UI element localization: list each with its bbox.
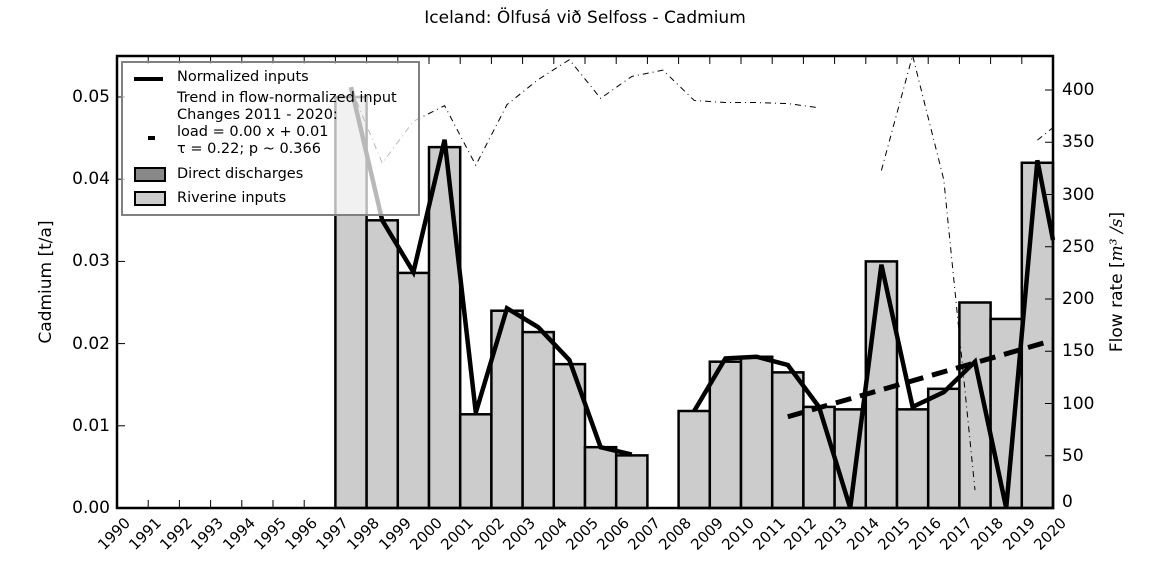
trend-dashed-line [787, 337, 1054, 420]
right-tick-label: 250 [1062, 236, 1095, 257]
right-tick-label: 400 [1062, 80, 1095, 100]
legend-riverine-patch-icon [134, 191, 166, 206]
left-tick-label: 0.00 [72, 498, 110, 518]
right-tick-label: 0 [1062, 492, 1073, 512]
legend-direct-patch-icon [134, 167, 166, 182]
bar-2001 [458, 413, 493, 510]
legend-trend-3: load = 0.00 x + 0.01 [177, 124, 329, 140]
flow-segment [880, 53, 976, 491]
bar-2009 [708, 360, 743, 510]
chart-title: Iceland: Ölfusá við Selfoss - Cadmium [424, 8, 746, 28]
bar-2011 [770, 371, 805, 510]
bar-2003 [521, 330, 556, 510]
bar-2008 [677, 409, 712, 510]
bar-2006 [614, 454, 649, 510]
right-tick-label: 150 [1062, 341, 1095, 362]
left-tick-label: 0.02 [72, 333, 110, 354]
left-tick-label: 0.03 [72, 251, 110, 272]
left-tick-label: 0.01 [72, 415, 110, 436]
trend-line [787, 337, 1054, 420]
bar-2016 [926, 387, 961, 510]
y-axis-label-left: Cadmium [t/a] [36, 220, 56, 344]
legend-trend-2: Changes 2011 - 2020: [177, 107, 338, 123]
left-tick-label: 0.05 [72, 87, 110, 107]
legend-riverine: Riverine inputs [177, 190, 287, 206]
riverine-bars [334, 95, 1055, 510]
bar-2005 [583, 445, 618, 510]
legend-trend-1: Trend in flow-normalized input [177, 90, 397, 106]
right-tick-label: 350 [1062, 132, 1095, 153]
normalized-segment [348, 86, 633, 457]
bar-2012 [802, 405, 836, 510]
legend-trend-4: τ = 0.22; p ~ 0.366 [177, 141, 321, 157]
legend-dash-icon [148, 136, 155, 140]
flow-rate-line [350, 53, 1054, 491]
legend-normalized: Normalized inputs [177, 69, 309, 85]
flow-segment [1037, 127, 1054, 141]
legend-solid-line-icon [134, 77, 163, 81]
left-tick-label: 0.04 [72, 169, 110, 190]
bar-2000 [427, 145, 462, 510]
legend-direct: Direct discharges [177, 166, 304, 182]
right-tick-label: 300 [1062, 184, 1095, 205]
bar-2010 [739, 355, 774, 510]
bar-1999 [396, 271, 431, 510]
bar-2018 [989, 317, 1024, 510]
legend: Normalized inputs Trend in flow-normaliz… [121, 61, 420, 216]
flow-segment [350, 59, 820, 167]
bar-1998 [365, 219, 400, 510]
right-tick-label: 100 [1062, 393, 1095, 414]
y-axis-label-right: Flow rate [m³ /s] [1107, 211, 1127, 353]
bar-2015 [895, 408, 930, 510]
right-tick-label: 200 [1062, 289, 1095, 309]
right-tick-label: 50 [1062, 445, 1084, 466]
